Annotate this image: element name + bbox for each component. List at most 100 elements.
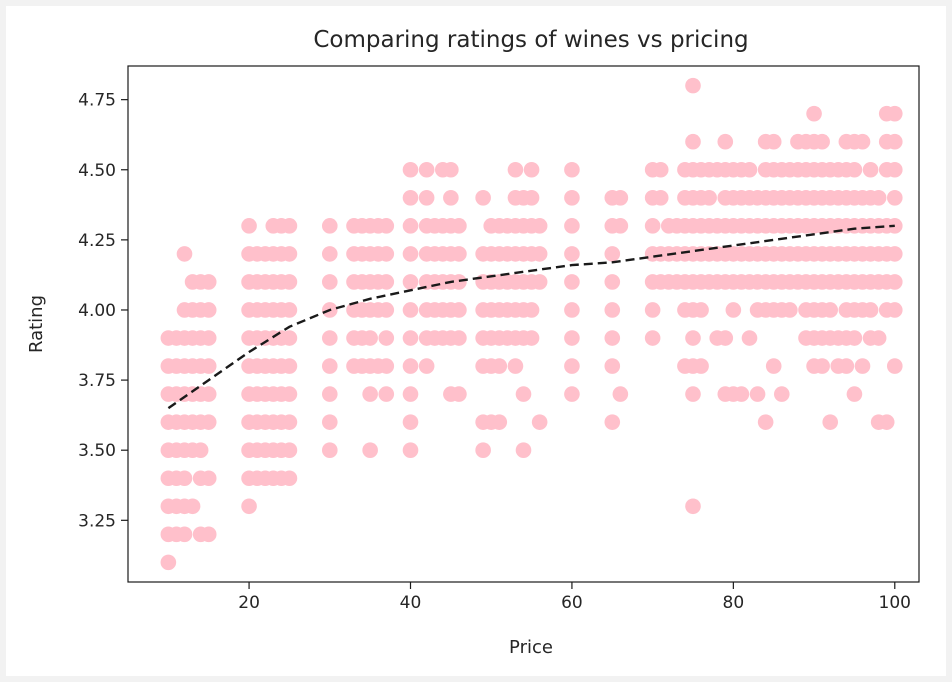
scatter-point: [564, 302, 580, 318]
scatter-point: [523, 161, 540, 178]
scatter-point: [685, 133, 701, 150]
trend-line: [167, 224, 895, 410]
scatter-point: [765, 133, 782, 150]
scatter-point: [402, 190, 419, 206]
scatter-point: [241, 498, 257, 515]
scatter-point: [281, 246, 298, 262]
points-layer: [160, 77, 903, 571]
scatter-point: [451, 302, 467, 318]
scatter-point: [321, 386, 338, 402]
scatter-point: [604, 358, 621, 374]
scatter-point: [200, 526, 217, 543]
scatter-point: [378, 386, 395, 402]
scatter-point: [564, 190, 580, 206]
scatter-point: [862, 161, 879, 178]
scatter-point: [604, 274, 621, 290]
scatter-point: [451, 246, 467, 262]
scatter-point: [451, 386, 467, 402]
y-tick-label: 4.00: [78, 301, 116, 321]
scatter-point: [515, 442, 532, 458]
scatter-point: [515, 386, 532, 402]
scatter-point: [782, 302, 798, 318]
scatter-point: [281, 414, 298, 430]
scatter-point: [564, 161, 580, 178]
scatter-point: [507, 161, 524, 178]
scatter-point: [281, 442, 298, 458]
scatter-point: [564, 274, 580, 290]
scatter-point: [192, 442, 209, 458]
y-tick-label: 3.50: [78, 441, 116, 461]
scatter-point: [701, 190, 717, 206]
scatter-point: [685, 330, 701, 346]
y-axis-ticks: 3.25 3.50 3.75 4.00 4.25 4.50 4.75: [78, 91, 128, 531]
trend-layer: [167, 224, 895, 410]
scatter-point: [693, 358, 709, 374]
scatter-point: [644, 218, 661, 234]
scatter-point: [402, 274, 419, 290]
scatter-point: [321, 358, 338, 374]
scatter-point: [741, 330, 758, 346]
scatter-point: [886, 358, 903, 374]
scatter-point: [870, 190, 887, 206]
scatter-point: [564, 386, 580, 402]
scatter-point: [886, 190, 903, 206]
scatter-point: [564, 246, 580, 262]
scatter-point: [725, 302, 742, 318]
scatter-point: [741, 161, 758, 178]
scatter-point: [281, 274, 298, 290]
scatter-point: [418, 161, 435, 178]
x-tick-label: 40: [400, 593, 422, 613]
x-tick-label: 60: [561, 593, 583, 613]
scatter-point: [451, 274, 467, 290]
scatter-point: [693, 302, 709, 318]
scatter-point: [862, 302, 879, 318]
scatter-point: [757, 414, 774, 430]
scatter-point: [814, 133, 830, 150]
chart-title: Comparing ratings of wines vs pricing: [313, 27, 748, 53]
scatter-point: [564, 330, 580, 346]
scatter-point: [321, 330, 338, 346]
y-tick-label: 3.25: [78, 511, 116, 531]
y-tick-label: 4.75: [78, 91, 116, 111]
scatter-point: [878, 414, 895, 430]
scatter-point: [418, 358, 435, 374]
scatter-point: [402, 330, 419, 346]
scatter-point: [378, 302, 395, 318]
scatter-point: [870, 330, 887, 346]
scatter-point: [378, 358, 395, 374]
scatter-point: [475, 190, 491, 206]
scatter-point: [402, 302, 419, 318]
scatter-point: [717, 133, 734, 150]
scatter-point: [321, 246, 338, 262]
scatter-point: [281, 330, 298, 346]
scatter-point: [281, 218, 298, 234]
scatter-point: [564, 218, 580, 234]
scatter-point: [176, 526, 193, 543]
scatter-point: [531, 218, 548, 234]
scatter-point: [443, 190, 459, 206]
scatter-point: [604, 414, 621, 430]
scatter-point: [378, 246, 395, 262]
scatter-point: [644, 302, 661, 318]
scatter-point: [685, 386, 701, 402]
scatter-point: [685, 77, 701, 94]
chart-frame: Comparing ratings of wines vs pricing 20…: [6, 6, 946, 676]
scatter-point: [604, 302, 621, 318]
scatter-point: [451, 330, 467, 346]
scatter-point: [765, 358, 782, 374]
scatter-point: [402, 218, 419, 234]
scatter-point: [176, 470, 193, 487]
scatter-point: [321, 442, 338, 458]
scatter-point: [378, 330, 395, 346]
scatter-point: [523, 302, 540, 318]
y-axis-label: Rating: [26, 295, 47, 353]
scatter-point: [281, 386, 298, 402]
scatter-point: [652, 161, 669, 178]
scatter-point: [418, 190, 435, 206]
scatter-point: [281, 470, 298, 487]
scatter-point: [846, 386, 863, 402]
scatter-point: [378, 218, 395, 234]
scatter-point: [733, 386, 750, 402]
scatter-point: [854, 358, 871, 374]
scatter-point: [451, 218, 467, 234]
